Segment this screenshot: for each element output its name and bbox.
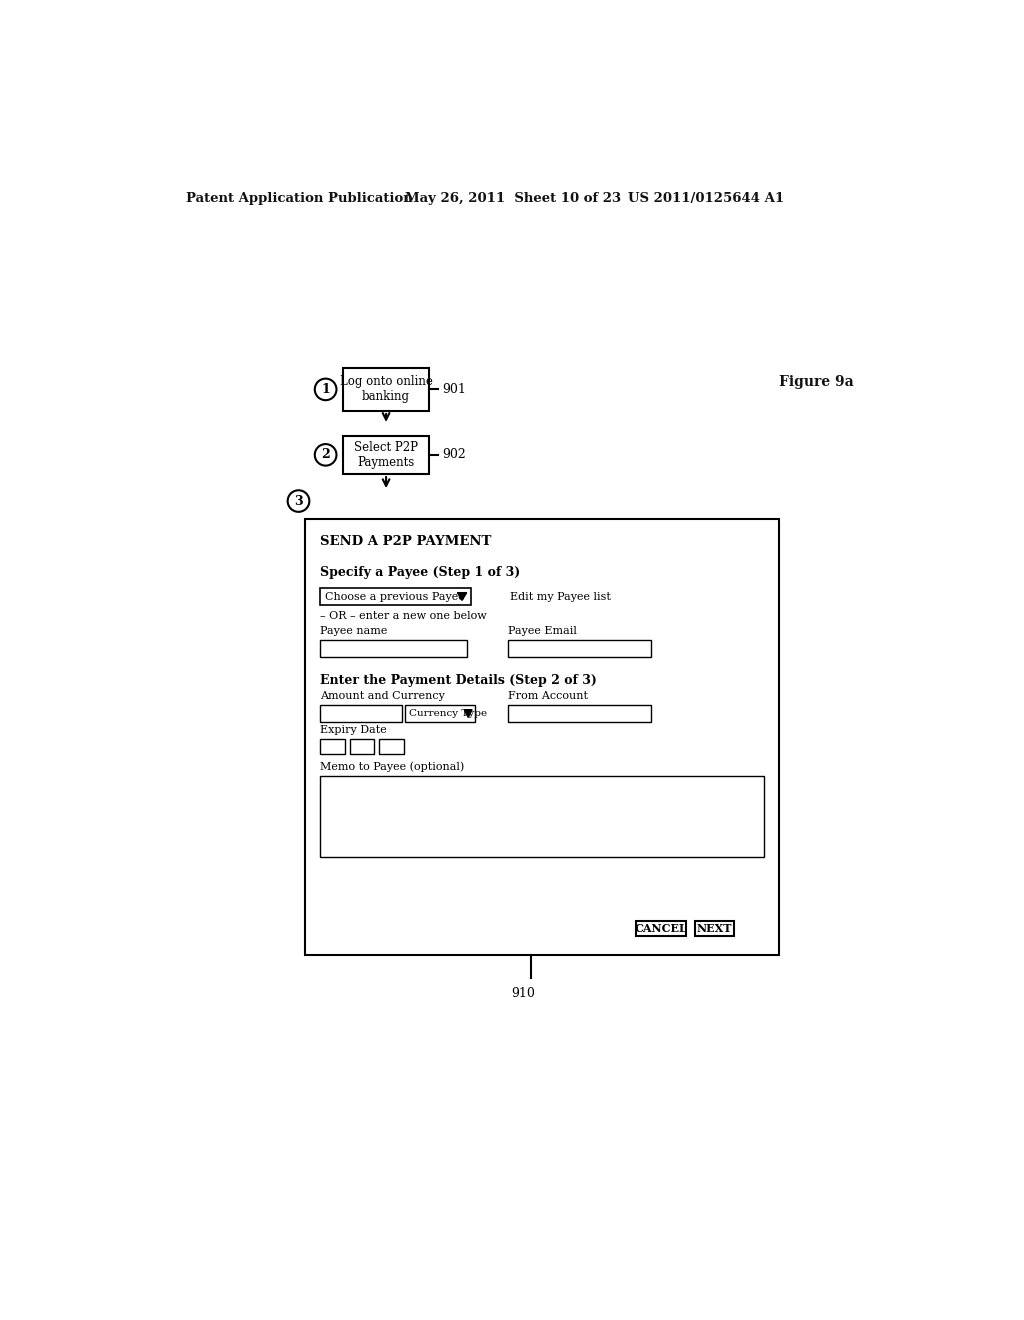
Text: Payee Email: Payee Email <box>508 626 577 636</box>
Bar <box>321 776 764 857</box>
Polygon shape <box>458 593 467 601</box>
Text: 910: 910 <box>511 987 536 1001</box>
Bar <box>508 640 651 657</box>
Text: Log onto online
banking: Log onto online banking <box>340 375 432 404</box>
Text: Expiry Date: Expiry Date <box>321 725 387 735</box>
Bar <box>508 705 651 722</box>
Text: – OR – enter a new one below: – OR – enter a new one below <box>321 611 487 620</box>
Bar <box>321 705 401 722</box>
Bar <box>321 739 345 755</box>
Text: CANCEL: CANCEL <box>635 923 687 935</box>
Text: Choose a previous Payee: Choose a previous Payee <box>325 591 465 602</box>
Bar <box>305 519 779 956</box>
Text: US 2011/0125644 A1: US 2011/0125644 A1 <box>628 191 784 205</box>
Bar <box>695 921 734 936</box>
Bar <box>343 368 429 411</box>
Text: 902: 902 <box>442 449 466 462</box>
Text: NEXT: NEXT <box>697 923 732 935</box>
Text: Enter the Payment Details (Step 2 of 3): Enter the Payment Details (Step 2 of 3) <box>321 675 597 686</box>
Text: 1: 1 <box>322 383 330 396</box>
Text: SEND A P2P PAYMENT: SEND A P2P PAYMENT <box>321 536 492 548</box>
Text: Patent Application Publication: Patent Application Publication <box>186 191 413 205</box>
Text: Memo to Payee (optional): Memo to Payee (optional) <box>321 762 465 772</box>
Bar <box>321 589 471 605</box>
Bar <box>406 705 475 722</box>
Bar <box>343 436 429 474</box>
Text: Currency Type: Currency Type <box>410 709 487 718</box>
Bar <box>321 640 467 657</box>
Polygon shape <box>464 710 472 718</box>
Text: 3: 3 <box>294 495 303 508</box>
Text: 2: 2 <box>322 449 330 462</box>
Bar <box>636 921 686 936</box>
Bar <box>379 739 403 755</box>
Text: Amount and Currency: Amount and Currency <box>321 690 445 701</box>
Text: Specify a Payee (Step 1 of 3): Specify a Payee (Step 1 of 3) <box>321 566 520 579</box>
Text: 901: 901 <box>442 383 466 396</box>
Text: Figure 9a: Figure 9a <box>779 375 854 388</box>
Text: May 26, 2011  Sheet 10 of 23: May 26, 2011 Sheet 10 of 23 <box>406 191 622 205</box>
Bar <box>349 739 375 755</box>
Text: Payee name: Payee name <box>321 626 387 636</box>
Text: From Account: From Account <box>508 690 588 701</box>
Text: Edit my Payee list: Edit my Payee list <box>510 591 611 602</box>
Text: Select P2P
Payments: Select P2P Payments <box>354 441 418 469</box>
